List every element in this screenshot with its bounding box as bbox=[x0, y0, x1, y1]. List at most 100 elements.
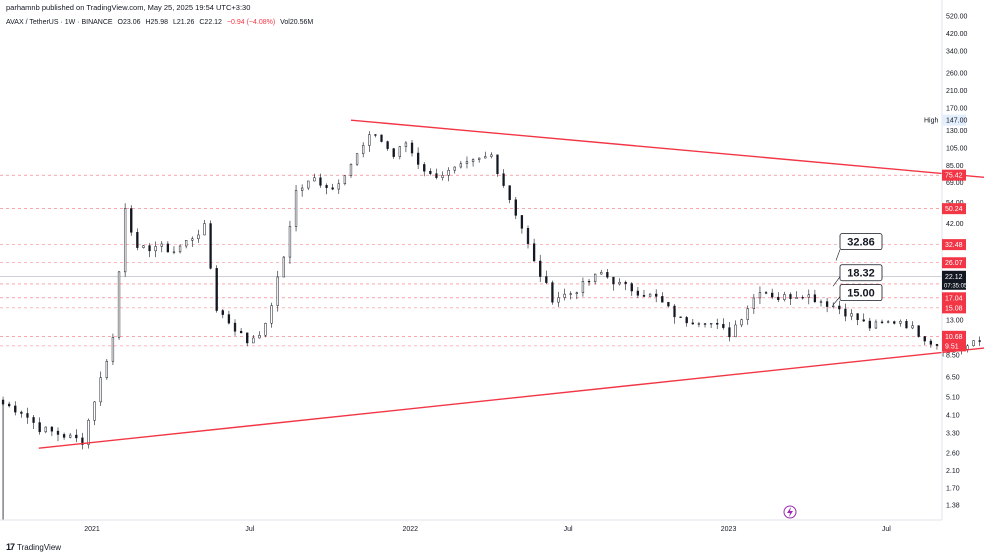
trendline-lower[interactable] bbox=[38, 287, 984, 449]
candle bbox=[874, 321, 878, 329]
ohlc-open: O23.06 bbox=[117, 19, 141, 26]
candle bbox=[642, 295, 646, 297]
candle bbox=[264, 323, 267, 336]
candle bbox=[172, 251, 176, 253]
candle bbox=[404, 142, 408, 147]
candle bbox=[630, 283, 633, 292]
candle bbox=[764, 292, 768, 294]
candle bbox=[600, 272, 603, 275]
candle bbox=[569, 293, 572, 295]
candle bbox=[972, 340, 975, 346]
candle bbox=[752, 297, 756, 309]
tradingview-logo-icon[interactable]: 17 bbox=[6, 542, 15, 552]
candle bbox=[386, 141, 389, 149]
candle bbox=[319, 177, 322, 186]
candle bbox=[75, 434, 78, 439]
candle bbox=[423, 164, 426, 172]
candle bbox=[923, 336, 926, 342]
candle bbox=[673, 305, 676, 318]
candle bbox=[703, 323, 707, 325]
svg-text:17.04: 17.04 bbox=[945, 295, 963, 302]
x-tick-label: Jul bbox=[245, 526, 254, 533]
callout-pointer bbox=[835, 249, 841, 261]
candle bbox=[191, 238, 194, 241]
candle bbox=[87, 420, 90, 445]
candle bbox=[825, 301, 829, 307]
lightning-icon[interactable] bbox=[783, 505, 797, 519]
price-callout[interactable]: 32.86 bbox=[839, 233, 883, 251]
price-level-tag: 10.68 bbox=[942, 330, 966, 342]
price-level-tag: 75.42 bbox=[942, 169, 966, 181]
candle bbox=[331, 187, 334, 190]
candle bbox=[520, 215, 524, 229]
y-tick-label: 4.10 bbox=[946, 413, 960, 420]
candle bbox=[93, 401, 96, 421]
callouts-layer: 32.86 18.32 15.00 bbox=[832, 233, 883, 306]
candle bbox=[844, 308, 847, 317]
candle bbox=[593, 273, 597, 282]
candle bbox=[966, 345, 969, 350]
candle bbox=[496, 154, 499, 174]
candle bbox=[478, 157, 481, 160]
candle bbox=[380, 134, 383, 142]
candle bbox=[203, 223, 206, 236]
x-tick-label: Jul bbox=[564, 526, 573, 533]
candle bbox=[294, 190, 298, 227]
y-tick-label: 2.10 bbox=[946, 468, 960, 475]
y-tick-label: 2.60 bbox=[946, 450, 960, 457]
candle bbox=[81, 437, 84, 445]
price-level-tag: 17.04 bbox=[942, 292, 966, 304]
footer-brand[interactable]: TradingView bbox=[17, 542, 62, 552]
high-tag bbox=[942, 114, 966, 126]
candle bbox=[880, 321, 884, 323]
y-tick-label: 6.50 bbox=[946, 375, 960, 382]
y-tick-label: 130.00 bbox=[946, 128, 968, 135]
candle bbox=[618, 281, 621, 285]
ohlc-change: −0.94 (−4.08%) bbox=[226, 19, 276, 26]
candle bbox=[398, 146, 401, 157]
y-tick-label: 340.00 bbox=[946, 49, 968, 56]
y-tick-label: 1.38 bbox=[946, 503, 960, 510]
trendline-upper[interactable] bbox=[350, 119, 984, 229]
candle bbox=[935, 344, 939, 346]
price-level-lines bbox=[0, 174, 942, 347]
y-tick-label: 170.00 bbox=[946, 106, 968, 113]
ohlc-low: L21.26 bbox=[173, 19, 195, 26]
price-callout[interactable]: 15.00 bbox=[839, 284, 883, 302]
last-price-tag: 22.12 07:35:05 bbox=[942, 270, 968, 290]
candle bbox=[227, 314, 231, 324]
candle bbox=[709, 322, 713, 325]
candle bbox=[771, 292, 774, 298]
candle bbox=[557, 297, 560, 303]
svg-text:9.51: 9.51 bbox=[945, 343, 959, 350]
footer: 17 TradingView bbox=[6, 542, 61, 552]
candle bbox=[258, 335, 261, 339]
candle bbox=[50, 426, 54, 432]
price-callout[interactable]: 18.32 bbox=[839, 264, 883, 282]
x-tick-label: 2022 bbox=[402, 526, 418, 533]
candle bbox=[221, 310, 224, 315]
candle bbox=[435, 173, 438, 178]
svg-text:50.24: 50.24 bbox=[945, 206, 963, 213]
candle bbox=[343, 175, 347, 184]
candle bbox=[105, 360, 108, 378]
candle bbox=[111, 336, 115, 362]
candle bbox=[648, 293, 652, 297]
x-tick-label: 2021 bbox=[84, 526, 100, 533]
y-tick-label: 8.50 bbox=[946, 353, 960, 360]
candle bbox=[850, 313, 853, 317]
high-label: High bbox=[924, 118, 939, 125]
candle bbox=[246, 332, 249, 344]
symbol-info: AVAX / TetherUS · 1W · BINANCE O23.06 H2… bbox=[6, 19, 316, 26]
symbol-pair[interactable]: AVAX / TetherUS · 1W · BINANCE bbox=[6, 19, 113, 26]
candle bbox=[777, 296, 780, 300]
candle bbox=[69, 434, 72, 438]
candle bbox=[801, 297, 804, 299]
x-tick-label: Jul bbox=[882, 526, 891, 533]
svg-text:07:35:05: 07:35:05 bbox=[944, 283, 968, 289]
candle bbox=[374, 134, 377, 136]
y-tick-label: 42.00 bbox=[946, 221, 964, 228]
time-axis: 2021Jul2022Jul2023Jul2024Jul2025Jul2026 bbox=[84, 526, 891, 533]
candle bbox=[655, 293, 658, 297]
